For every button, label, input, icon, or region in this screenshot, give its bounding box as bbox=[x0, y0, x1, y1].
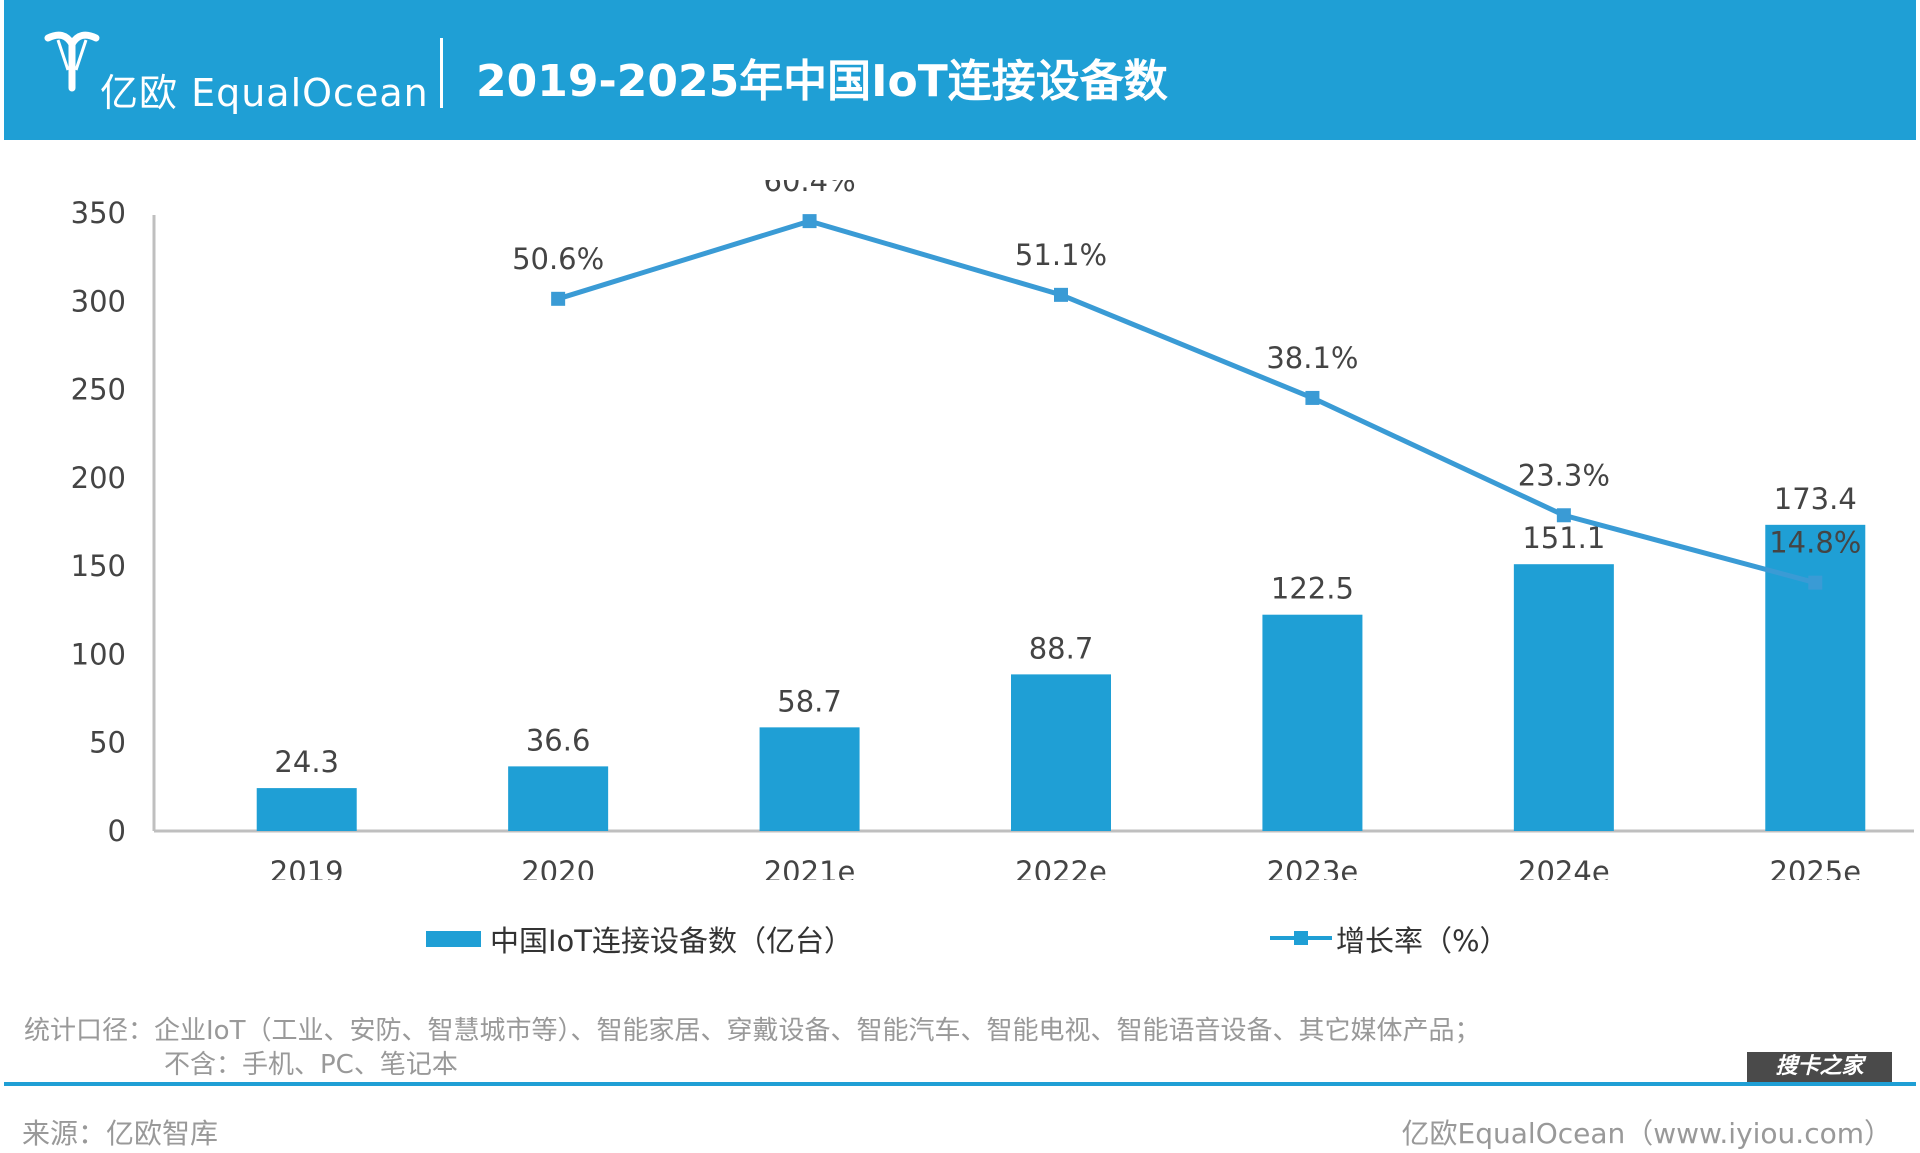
bar-value-labels: 24.3 36.6 58.7 88.7 122.5 151.1 173.4 bbox=[274, 482, 1856, 779]
y-tick-label: 100 bbox=[71, 637, 126, 671]
growth-rate-label: 60.4% bbox=[764, 180, 856, 198]
chart-area: 0 50 100 150 200 250 300 350 24.3 36.6 58.7 88.7 12… bbox=[71, 180, 1914, 880]
bar-value-label: 24.3 bbox=[274, 745, 339, 779]
bar bbox=[508, 766, 609, 831]
growth-rate-label: 23.3% bbox=[1518, 458, 1610, 492]
growth-rate-point bbox=[1808, 575, 1823, 590]
growth-rate-line bbox=[557, 218, 1816, 586]
bar bbox=[759, 727, 860, 831]
x-tick-label: 2021e bbox=[764, 855, 856, 880]
y-tick-label: 350 bbox=[71, 196, 126, 230]
legend-line-label: 增长率（%） bbox=[1336, 924, 1509, 958]
footer-rule bbox=[4, 1082, 1916, 1086]
bar-value-label: 151.1 bbox=[1522, 521, 1605, 555]
bar bbox=[1262, 614, 1363, 831]
y-tick-label: 250 bbox=[71, 373, 126, 407]
equalocean-logo-icon bbox=[44, 31, 100, 92]
growth-rate-label: 38.1% bbox=[1266, 341, 1358, 375]
scope-note: 统计口径：企业IoT（工业、安防、智慧城市等）、智能家居、穿戴设备、智能汽车、智… bbox=[24, 1016, 1481, 1046]
growth-rate-point bbox=[1305, 390, 1320, 405]
legend-bar-label: 中国IoT连接设备数（亿台） bbox=[490, 924, 854, 958]
growth-rate-point bbox=[1054, 287, 1068, 302]
chart-title: 2019-2025年中国IoT连接设备数 bbox=[476, 56, 1168, 107]
bar-value-label: 122.5 bbox=[1271, 572, 1354, 606]
bar-series bbox=[256, 524, 1866, 831]
x-tick-label: 2023e bbox=[1267, 855, 1359, 880]
watermark-logo: 搜卡之家 bbox=[1747, 1052, 1892, 1082]
x-tick-label: 2020 bbox=[521, 855, 595, 880]
bar-value-label: 88.7 bbox=[1029, 631, 1094, 665]
x-tick-label: 2025e bbox=[1769, 855, 1861, 880]
header-divider bbox=[440, 38, 443, 108]
growth-rate-point bbox=[1556, 508, 1571, 523]
exclusion-note: 不含：手机、PC、笔记本 bbox=[164, 1050, 458, 1080]
growth-rate-label: 50.6% bbox=[512, 242, 604, 276]
brand-name: 亿欧 EqualOcean bbox=[100, 71, 429, 115]
growth-rate-point bbox=[551, 291, 566, 306]
header-banner: 亿欧 EqualOcean 2019-2025年中国IoT连接设备数 bbox=[4, 0, 1916, 140]
bar-value-label: 173.4 bbox=[1774, 482, 1857, 516]
growth-rate-point bbox=[802, 214, 817, 229]
x-tick-label: 2022e bbox=[1015, 855, 1107, 880]
copyright-text: 亿欧EqualOcean（www.iyiou.com） bbox=[1401, 1117, 1892, 1150]
y-axis-ticks: 0 50 100 150 200 250 300 350 bbox=[71, 196, 126, 848]
x-tick-label: 2024e bbox=[1518, 855, 1610, 880]
y-tick-label: 200 bbox=[71, 461, 126, 495]
x-tick-label: 2019 bbox=[270, 855, 344, 880]
y-tick-label: 300 bbox=[71, 284, 126, 318]
legend-bar-swatch bbox=[426, 931, 481, 947]
y-tick-label: 0 bbox=[108, 814, 126, 848]
bar-value-label: 58.7 bbox=[777, 684, 842, 718]
x-axis-labels: 2019 2020 2021e 2022e 2023e 2024e 2025e bbox=[270, 855, 1861, 880]
growth-rate-points bbox=[551, 214, 1823, 590]
bar bbox=[1011, 674, 1111, 831]
growth-rate-label: 51.1% bbox=[1015, 238, 1107, 272]
bar bbox=[1513, 564, 1614, 831]
legend-line-marker bbox=[1294, 931, 1308, 945]
y-tick-label: 50 bbox=[89, 726, 126, 760]
growth-rate-label: 14.8% bbox=[1769, 526, 1861, 560]
y-tick-label: 150 bbox=[71, 549, 126, 583]
bar-value-label: 36.6 bbox=[526, 723, 591, 757]
source-text: 来源：亿欧智库 bbox=[22, 1117, 219, 1150]
growth-rate-labels: 50.6% 60.4% 51.1% 38.1% 23.3% 14.8% bbox=[512, 180, 1861, 560]
bar bbox=[256, 788, 357, 831]
